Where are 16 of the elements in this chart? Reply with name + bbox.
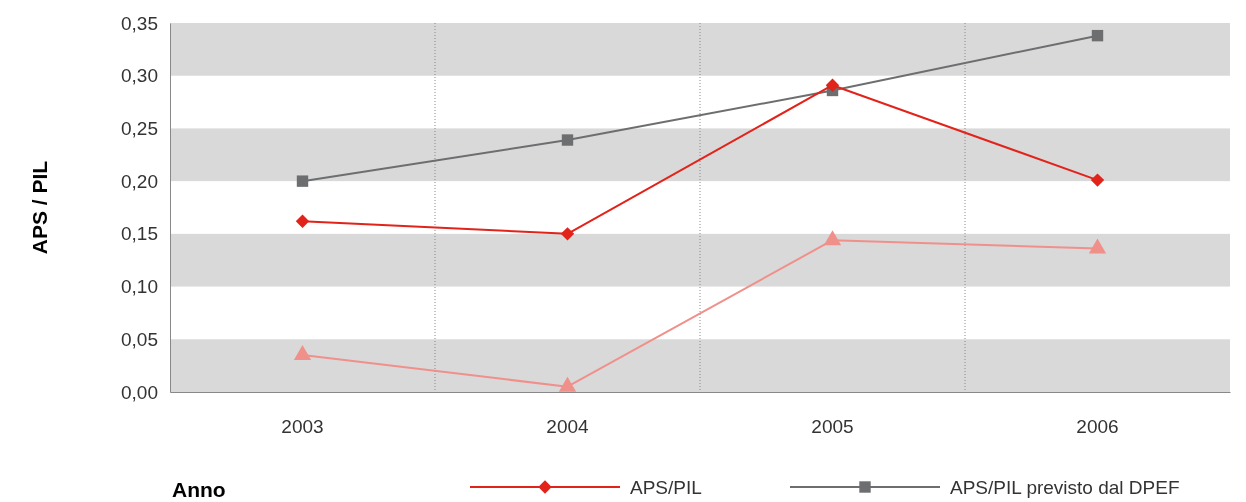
y-tick-label: 0,00 — [121, 381, 158, 403]
x-tick-label: 2004 — [546, 416, 590, 438]
y-tick-label: 0,15 — [121, 223, 158, 245]
x-tick-label: 2006 — [1076, 416, 1119, 438]
legend-label: APS/PIL — [630, 477, 702, 498]
y-tick-label: 0,35 — [121, 12, 158, 34]
y-tick-label: 0,25 — [121, 118, 158, 140]
x-tick-label: 2003 — [281, 416, 324, 438]
x-tick-label: 2005 — [811, 416, 854, 438]
legend-label: APS/PIL previsto dal DPEF — [950, 477, 1180, 498]
y-tick-label: 0,05 — [121, 328, 158, 350]
y-tick-label: 0,30 — [121, 65, 158, 87]
y-tick-label: 0,10 — [121, 276, 158, 298]
y-tick-label: 0,20 — [121, 170, 158, 192]
y-axis-title: APS / PIL — [28, 160, 51, 255]
x-axis-title: Anno — [172, 478, 226, 501]
